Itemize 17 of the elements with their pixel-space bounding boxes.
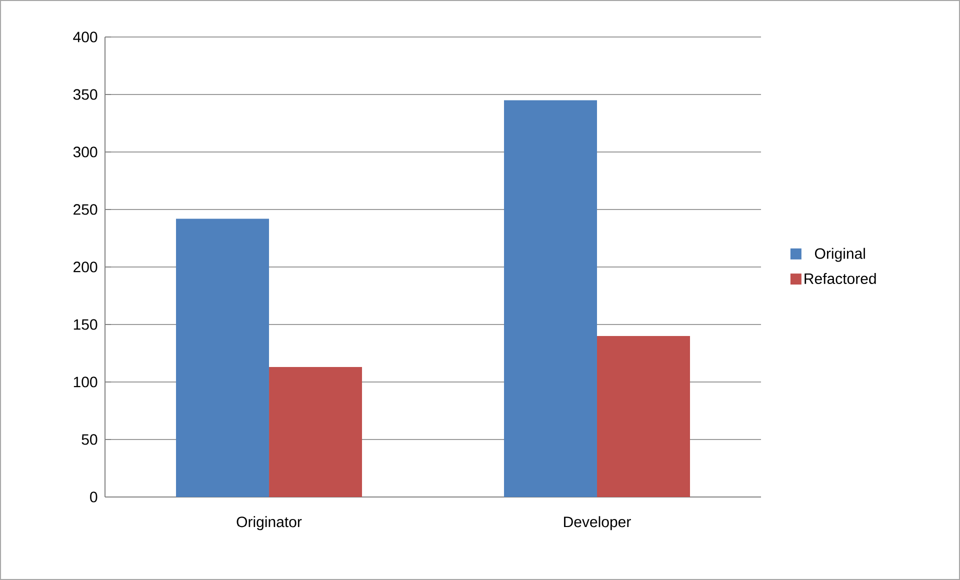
bar (504, 100, 598, 497)
y-tick-label: 350 (73, 89, 98, 100)
legend-label: Original (814, 248, 865, 262)
y-tick-label: 150 (74, 319, 98, 330)
y-tick-label: 50 (82, 434, 98, 445)
bar (176, 218, 270, 497)
x-tick-label: Developer (564, 516, 631, 530)
y-tick-label: 100 (74, 376, 98, 388)
x-tick-label: Originator (236, 516, 302, 530)
bar (269, 367, 362, 497)
bar (597, 336, 690, 497)
y-tick-label: 250 (74, 204, 98, 215)
y-tick-label: 300 (73, 146, 98, 158)
y-tick-label: 200 (74, 262, 98, 272)
legend-label: Refactored (804, 272, 876, 284)
y-tick-label: 0 (90, 492, 98, 502)
y-tick-label: 400 (73, 32, 98, 42)
